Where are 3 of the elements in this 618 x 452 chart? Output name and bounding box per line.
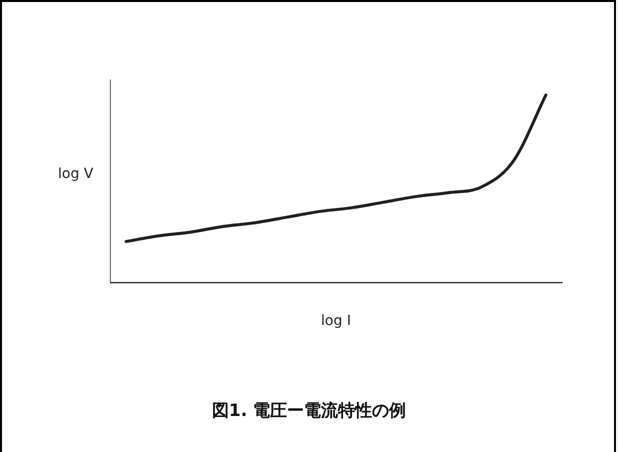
text: 図1. 電圧ー電流特性の例: [210, 400, 408, 422]
y-axis-title: log V: [58, 166, 94, 182]
x-axis-title: log I: [321, 313, 351, 330]
